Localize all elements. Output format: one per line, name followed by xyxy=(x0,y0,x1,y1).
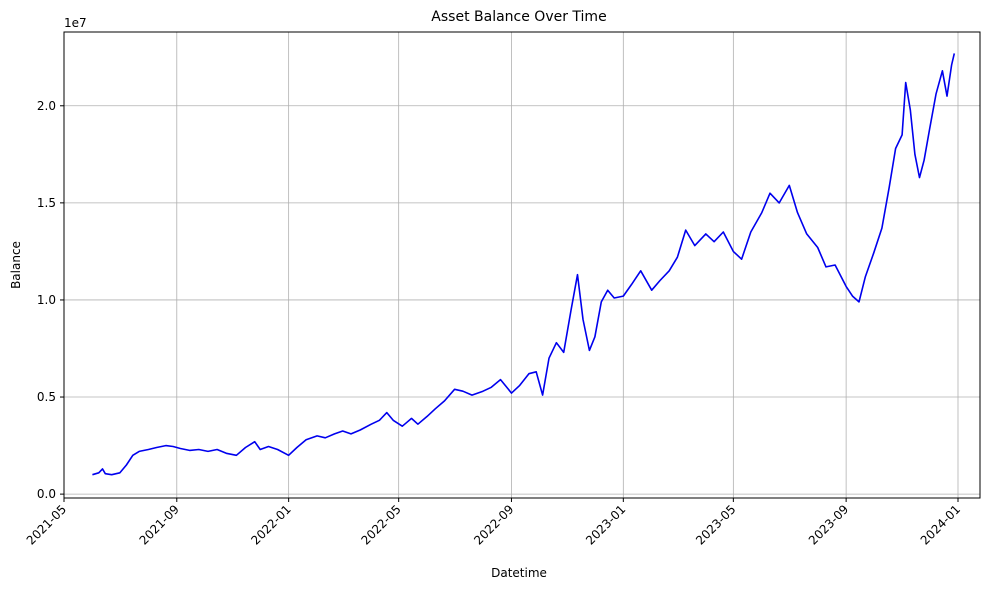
x-tick-label: 2023-01 xyxy=(583,502,628,547)
y-tick-label: 1.0 xyxy=(37,293,56,307)
x-tick-label: 2021-05 xyxy=(24,502,69,547)
x-tick-label: 2023-09 xyxy=(806,502,851,547)
series-line-balance xyxy=(92,53,956,476)
plot-frame xyxy=(63,31,981,499)
x-tick-label: 2022-09 xyxy=(471,502,516,547)
y-axis-ticks: 0.0 0.5 1.0 1.5 2.0 xyxy=(37,99,64,501)
x-tick-label: 2022-05 xyxy=(358,502,403,547)
x-axis-label: Datetime xyxy=(491,566,547,580)
chart-title: Asset Balance Over Time xyxy=(431,9,606,25)
y-offset-label: 1e7 xyxy=(64,16,87,30)
x-tick-label: 2024-01 xyxy=(918,502,963,547)
y-tick-label: 0.5 xyxy=(37,390,56,404)
x-tick-label: 2022-01 xyxy=(248,502,293,547)
y-tick-label: 2.0 xyxy=(37,99,56,113)
y-tick-label: 1.5 xyxy=(37,196,56,210)
x-axis-ticks: 2021-05 2021-09 2022-01 2022-05 2022-09 2023-… xyxy=(24,498,963,548)
grid-lines xyxy=(63,32,980,498)
x-tick-label: 2021-09 xyxy=(137,502,182,547)
y-axis-label: Balance xyxy=(9,241,23,289)
y-tick-label: 0.0 xyxy=(37,487,56,501)
x-tick-label: 2023-05 xyxy=(693,502,738,547)
